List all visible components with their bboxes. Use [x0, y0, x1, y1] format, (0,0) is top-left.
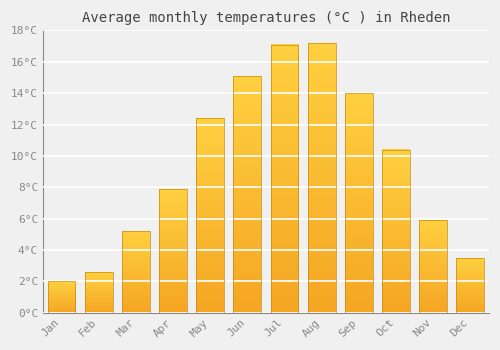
Bar	[85, 272, 112, 313]
Bar	[456, 258, 484, 313]
Bar	[122, 231, 150, 313]
Bar	[234, 76, 262, 313]
Bar	[345, 93, 373, 313]
Bar	[382, 149, 410, 313]
Bar	[270, 44, 298, 313]
Bar	[308, 43, 336, 313]
Bar	[159, 189, 187, 313]
Bar	[419, 220, 447, 313]
Bar	[48, 281, 76, 313]
Bar	[196, 118, 224, 313]
Title: Average monthly temperatures (°C ) in Rheden: Average monthly temperatures (°C ) in Rh…	[82, 11, 450, 25]
